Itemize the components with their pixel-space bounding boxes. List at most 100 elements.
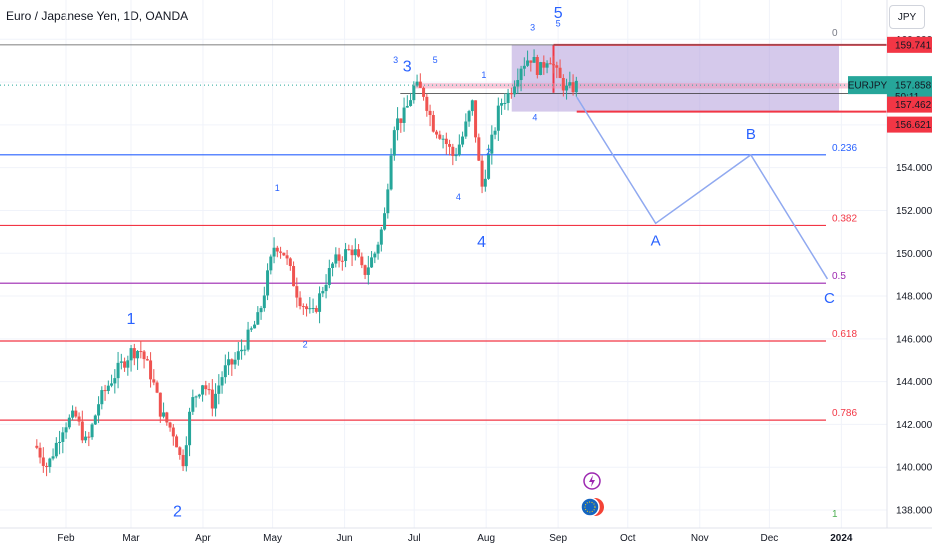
currency-button[interactable]: JPY — [889, 5, 925, 29]
candle-body — [249, 328, 253, 330]
candle — [178, 446, 182, 460]
candle — [288, 257, 292, 271]
candle — [90, 422, 94, 440]
candle-body — [513, 86, 517, 95]
candle — [379, 226, 383, 252]
candle-body — [366, 267, 370, 275]
candle-body — [54, 442, 58, 457]
candle-body — [314, 307, 318, 312]
candle — [201, 384, 205, 402]
candle-body — [119, 361, 123, 363]
candle — [253, 320, 257, 329]
candle — [314, 305, 318, 314]
candle — [555, 61, 559, 79]
candle — [61, 427, 65, 454]
candle-body — [106, 385, 110, 391]
candle — [454, 147, 458, 161]
candle-body — [428, 110, 432, 116]
x-tick-label: May — [263, 533, 282, 544]
candle-body — [480, 160, 484, 187]
candle-body — [555, 65, 559, 68]
y-tick-label: 138.000 — [896, 506, 932, 517]
candle-body — [279, 251, 283, 253]
candle-body — [438, 134, 442, 139]
candle — [142, 350, 146, 369]
candle — [106, 380, 110, 395]
candle-body — [301, 306, 305, 308]
candle-body — [571, 82, 575, 93]
candle-body — [220, 377, 224, 386]
candle — [110, 374, 114, 388]
candle — [402, 97, 406, 132]
candle — [74, 406, 78, 419]
y-tick-label: 144.000 — [896, 377, 932, 388]
candle-body — [337, 254, 341, 261]
candle-body — [201, 385, 205, 395]
candle — [509, 87, 513, 99]
candle-body — [100, 390, 104, 405]
wave-label: 1 — [481, 70, 486, 80]
candle — [129, 344, 133, 372]
last-price-value: 157.858 — [895, 81, 932, 92]
candle-body — [441, 138, 445, 140]
candle — [100, 386, 104, 410]
candle — [535, 54, 539, 79]
candle-body — [35, 445, 39, 448]
candle — [162, 402, 166, 419]
candle-body — [45, 465, 49, 467]
candle — [539, 61, 543, 76]
candle — [470, 99, 474, 116]
candle-body — [506, 92, 510, 103]
wave-label: 5 — [554, 5, 563, 22]
x-tick-label: 2024 — [830, 533, 853, 544]
candle-body — [412, 85, 416, 101]
candle-body — [334, 254, 338, 264]
candle — [197, 393, 201, 399]
fib-label-1: 1 — [832, 509, 838, 520]
candle — [139, 340, 143, 359]
wave-label: 2 — [303, 339, 308, 349]
candle-body — [132, 348, 136, 359]
candle — [327, 259, 331, 289]
candle — [305, 303, 309, 317]
candle-body — [155, 382, 159, 393]
candle — [552, 55, 556, 74]
x-tick-label: Mar — [122, 533, 140, 544]
candle — [347, 244, 351, 251]
candle-body — [67, 417, 71, 428]
candle — [51, 448, 55, 461]
y-tick-label: 148.000 — [896, 292, 932, 303]
y-tick-label: 146.000 — [896, 334, 932, 345]
candle-body — [266, 270, 270, 296]
candle-body — [123, 361, 127, 368]
time-axis: Feb Mar Apr May Jun Jul Aug Sep Oct Nov Dec 2024 — [0, 527, 932, 544]
target-zone — [511, 44, 840, 112]
candle — [217, 374, 221, 405]
candle — [249, 326, 253, 333]
target-box — [0, 43, 887, 113]
candle — [545, 60, 549, 74]
candle-body — [389, 155, 393, 190]
candle-body — [474, 100, 478, 138]
candle — [444, 132, 448, 155]
wave-label: 4 — [456, 192, 461, 202]
candle-body — [246, 329, 250, 350]
candle — [415, 74, 419, 88]
candle-body — [259, 308, 263, 313]
price-tag — [887, 116, 932, 133]
candle — [376, 241, 380, 260]
candle — [188, 407, 192, 457]
fib-label-0.382: 0.382 — [832, 213, 857, 224]
candle-body — [545, 63, 549, 68]
x-tick-label: Sep — [549, 533, 567, 544]
candle-body — [41, 457, 45, 466]
candle-body — [110, 383, 114, 386]
candle — [71, 405, 75, 421]
fib-label-0.786: 0.786 — [832, 408, 857, 419]
event-markers[interactable] — [580, 472, 604, 517]
x-tick-label: Apr — [195, 533, 211, 544]
x-tick-label: Aug — [477, 533, 495, 544]
wave-label: 1 — [275, 183, 280, 193]
eu-stars-icon — [584, 501, 596, 513]
